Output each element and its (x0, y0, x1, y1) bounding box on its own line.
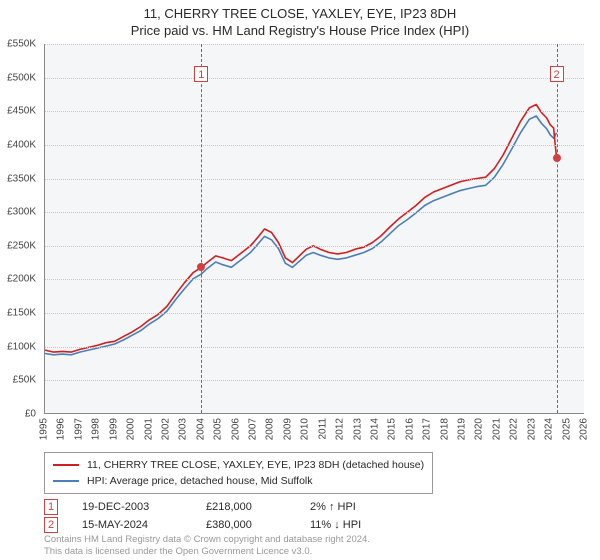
sale-marker-line (201, 44, 202, 413)
legend-label: HPI: Average price, detached house, Mid … (87, 473, 313, 489)
x-axis-label: 1995 (39, 418, 50, 440)
sale-marker-box: 2 (550, 66, 564, 82)
gridline (45, 380, 584, 381)
y-axis-label: £550K (0, 39, 36, 50)
x-axis-label: 2020 (474, 418, 485, 440)
x-axis-label: 1998 (91, 418, 102, 440)
y-axis-label: £0 (0, 409, 36, 420)
gridline (45, 111, 584, 112)
x-axis-label: 2003 (178, 418, 189, 440)
title-block: 11, CHERRY TREE CLOSE, YAXLEY, EYE, IP23… (0, 0, 600, 38)
y-axis-label: £300K (0, 207, 36, 218)
legend-swatch (53, 464, 79, 466)
x-axis-label: 2014 (369, 418, 380, 440)
plot-area: 12 (44, 44, 584, 414)
x-axis-label: 2023 (526, 418, 537, 440)
sale-point-dot (197, 263, 205, 271)
x-axis-label: 2019 (457, 418, 468, 440)
y-axis-label: £100K (0, 341, 36, 352)
y-axis-label: £250K (0, 240, 36, 251)
x-axis-label: 2011 (317, 418, 328, 440)
x-axis-label: 2004 (195, 418, 206, 440)
y-axis-label: £150K (0, 308, 36, 319)
gridline (45, 179, 584, 180)
y-axis-label: £500K (0, 72, 36, 83)
title-address: 11, CHERRY TREE CLOSE, YAXLEY, EYE, IP23… (0, 6, 600, 21)
x-axis-label: 2022 (509, 418, 520, 440)
x-axis-label: 2018 (439, 418, 450, 440)
x-axis-label: 2021 (491, 418, 502, 440)
gridline (45, 347, 584, 348)
sale-row-marker: 1 (44, 499, 58, 515)
x-axis-label: 2001 (143, 418, 154, 440)
gridline (45, 313, 584, 314)
x-axis-label: 2009 (282, 418, 293, 440)
line-series-svg (45, 44, 585, 414)
x-axis-label: 2015 (387, 418, 398, 440)
x-axis-label: 2000 (126, 418, 137, 440)
sale-row-price: £380,000 (206, 519, 286, 531)
gridline (45, 145, 584, 146)
sale-row-delta: 11% ↓ HPI (310, 519, 400, 531)
x-axis-label: 2005 (213, 418, 224, 440)
x-axis-label: 2024 (544, 418, 555, 440)
sale-row-price: £218,000 (206, 501, 286, 513)
y-axis-label: £450K (0, 106, 36, 117)
gridline (45, 78, 584, 79)
title-subtitle: Price paid vs. HM Land Registry's House … (0, 23, 600, 38)
sale-marker-box: 1 (194, 66, 208, 82)
sale-point-dot (553, 154, 561, 162)
sale-row: 2 15-MAY-2024 £380,000 11% ↓ HPI (44, 516, 400, 534)
series-line-property (45, 105, 557, 353)
x-axis-label: 2008 (265, 418, 276, 440)
x-axis-label: 2017 (422, 418, 433, 440)
x-axis-label: 2012 (335, 418, 346, 440)
y-axis-label: £400K (0, 139, 36, 150)
legend-box: 11, CHERRY TREE CLOSE, YAXLEY, EYE, IP23… (44, 452, 433, 494)
legend-label: 11, CHERRY TREE CLOSE, YAXLEY, EYE, IP23… (87, 457, 424, 473)
x-axis-label: 2007 (248, 418, 259, 440)
footer-line-1: Contains HM Land Registry data © Crown c… (44, 534, 370, 546)
x-axis-label: 2025 (561, 418, 572, 440)
x-axis-label: 1997 (73, 418, 84, 440)
sale-row: 1 19-DEC-2003 £218,000 2% ↑ HPI (44, 498, 400, 516)
sale-row-date: 19-DEC-2003 (82, 501, 182, 513)
sale-row-marker: 2 (44, 517, 58, 533)
x-axis-label: 1999 (108, 418, 119, 440)
x-axis-label: 2016 (404, 418, 415, 440)
footer-attribution: Contains HM Land Registry data © Crown c… (44, 534, 370, 558)
chart-container: 11, CHERRY TREE CLOSE, YAXLEY, EYE, IP23… (0, 0, 600, 560)
series-line-hpi (45, 116, 557, 355)
x-axis-label: 2026 (579, 418, 590, 440)
y-axis-label: £350K (0, 173, 36, 184)
plot-wrap: 12 £0£50K£100K£150K£200K£250K£300K£350K£… (44, 44, 584, 414)
gridline (45, 279, 584, 280)
legend-row: HPI: Average price, detached house, Mid … (53, 473, 424, 489)
sales-table: 1 19-DEC-2003 £218,000 2% ↑ HPI 2 15-MAY-2024… (44, 498, 400, 534)
x-axis-label: 2013 (352, 418, 363, 440)
legend-swatch (53, 480, 79, 482)
sale-row-date: 15-MAY-2024 (82, 519, 182, 531)
gridline (45, 212, 584, 213)
sale-row-delta: 2% ↑ HPI (310, 501, 400, 513)
gridline (45, 44, 584, 45)
y-axis-label: £200K (0, 274, 36, 285)
gridline (45, 246, 584, 247)
y-axis-label: £50K (0, 375, 36, 386)
x-axis-label: 2002 (160, 418, 171, 440)
footer-line-2: This data is licensed under the Open Gov… (44, 546, 370, 558)
x-axis-label: 1996 (56, 418, 67, 440)
sale-marker-line (557, 44, 558, 413)
x-axis-label: 2010 (300, 418, 311, 440)
legend-row: 11, CHERRY TREE CLOSE, YAXLEY, EYE, IP23… (53, 457, 424, 473)
x-axis-label: 2006 (230, 418, 241, 440)
